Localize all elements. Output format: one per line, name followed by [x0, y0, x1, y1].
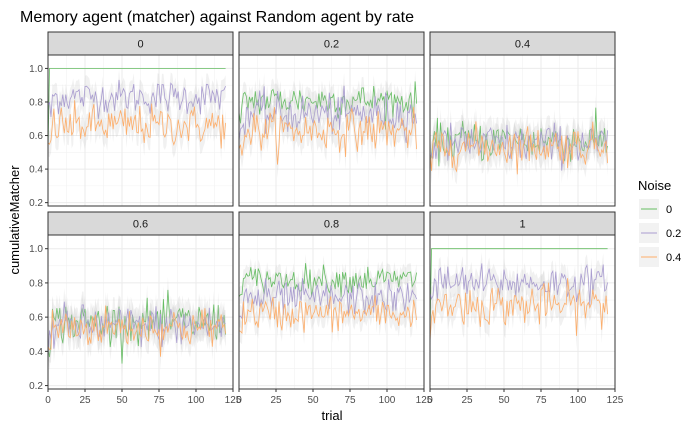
chart-title: Memory agent (matcher) against Random ag… — [20, 9, 414, 26]
facet-strip-label: 0.4 — [515, 39, 530, 51]
confidence-ribbon-noise-0.4 — [430, 108, 608, 188]
series-line-noise-0.4 — [238, 106, 417, 165]
confidence-ribbon-noise-0.4 — [48, 87, 226, 162]
legend-label: 0 — [666, 204, 672, 216]
facet-panels: 00.20.40.60.81.00.2 0.40.60.20.40.60.81.0… — [29, 31, 624, 406]
legend-item-0.2: 0.2 — [639, 223, 681, 243]
facet-panel-0.4: 0.4 — [429, 31, 616, 207]
legend-label: 0.2 — [666, 228, 681, 240]
series-line-noise-0 — [238, 263, 417, 298]
x-tick-label: 125 — [225, 395, 242, 406]
x-tick-label: 50 — [116, 395, 128, 406]
legend-item-0.4: 0.4 — [639, 247, 681, 267]
series-line-noise-0.2 — [429, 263, 608, 306]
series-line-noise-0 — [47, 289, 226, 364]
facet-panel-1: 1 0 25 50 75 100 125 — [427, 211, 624, 406]
x-tick-label: 25 — [461, 395, 473, 406]
confidence-ribbon-noise-0.2 — [48, 69, 226, 130]
y-tick-label: 0.6 — [29, 313, 43, 324]
y-tick-label: 0.8 — [29, 278, 43, 289]
x-tick-label: 0 — [427, 395, 433, 406]
x-tick-label: 100 — [379, 395, 396, 406]
panel-border — [429, 234, 616, 390]
x-tick-label: 100 — [570, 395, 587, 406]
panel-border — [429, 54, 616, 207]
facet-panel-0.6: 0.6 0.2 0.4 0.6 0.8 1.0 0 25 50 75 100 125 — [29, 211, 242, 406]
facet-panel-0: 0 0.2 0.4 0.6 0.8 1.0 — [29, 31, 234, 209]
x-tick-label: 75 — [344, 395, 356, 406]
facet-strip-label: 0.6 — [133, 219, 148, 231]
series-line-noise-0.4 — [47, 305, 226, 357]
series-line-noise-0.4 — [238, 295, 417, 335]
series-line-noise-0 — [429, 248, 608, 335]
x-tick-label: 25 — [270, 395, 282, 406]
x-tick-label: 50 — [307, 395, 319, 406]
x-tick-label: 125 — [416, 395, 433, 406]
panel-border — [47, 54, 234, 207]
confidence-ribbon-noise-0.2 — [430, 109, 608, 184]
facet-strip-label: 0.8 — [324, 219, 339, 231]
x-tick-label: 0 — [236, 395, 242, 406]
y-tick-label: 1.0 — [29, 244, 43, 255]
facet-panel-0.8: 0.8 0 25 50 75 100 125 — [236, 211, 433, 406]
confidence-ribbon-noise-0.4 — [239, 93, 417, 178]
series-line-noise-0.4 — [47, 100, 226, 149]
confidence-ribbon-noise-0.2 — [430, 252, 608, 317]
panel-border — [238, 54, 425, 207]
y-tick-label: 0.4 — [29, 165, 43, 176]
facet-panel-0.2: 0.2 — [238, 31, 425, 207]
y-tick-label: 1.0 — [29, 64, 43, 75]
x-tick-label: 0 — [45, 395, 51, 406]
x-tick-label: 25 — [79, 395, 91, 406]
facet-strip-label: 0 — [137, 39, 143, 51]
series-line-noise-0.4 — [429, 121, 608, 175]
series-line-noise-0.2 — [238, 278, 417, 320]
y-tick-label: 0.8 — [29, 97, 43, 108]
facet-strip-label: 0.2 — [324, 39, 339, 51]
x-tick-label: 75 — [535, 395, 547, 406]
series-line-noise-0.4 — [429, 278, 608, 342]
x-tick-label: 75 — [153, 395, 165, 406]
y-tick-label: 0.2 — [29, 198, 43, 209]
series-line-noise-0.2 — [47, 79, 226, 120]
legend: Noise 0 0.2 0.4 — [638, 178, 681, 267]
panel-border — [47, 234, 234, 390]
series-line-noise-0 — [47, 68, 226, 153]
legend-item-0: 0 — [639, 199, 672, 219]
x-tick-label: 125 — [607, 395, 624, 406]
confidence-ribbon-noise-0 — [239, 254, 417, 307]
y-tick-label: 0.6 — [29, 131, 43, 142]
y-tick-label: 0.2 — [29, 381, 43, 392]
y-tick-label: 0.4 — [29, 347, 43, 358]
x-axis-title: trial — [322, 408, 343, 423]
series-line-noise-0 — [238, 81, 417, 130]
x-tick-label: 50 — [498, 395, 510, 406]
confidence-ribbon-noise-0.4 — [430, 264, 608, 355]
legend-title: Noise — [638, 178, 671, 193]
x-tick-label: 100 — [188, 395, 205, 406]
y-axis-title: cumulativeMatcher — [7, 165, 22, 275]
confidence-ribbon-noise-0 — [239, 70, 417, 141]
legend-label: 0.4 — [666, 252, 681, 264]
facet-strip-label: 1 — [519, 219, 525, 231]
panel-border — [238, 234, 425, 390]
